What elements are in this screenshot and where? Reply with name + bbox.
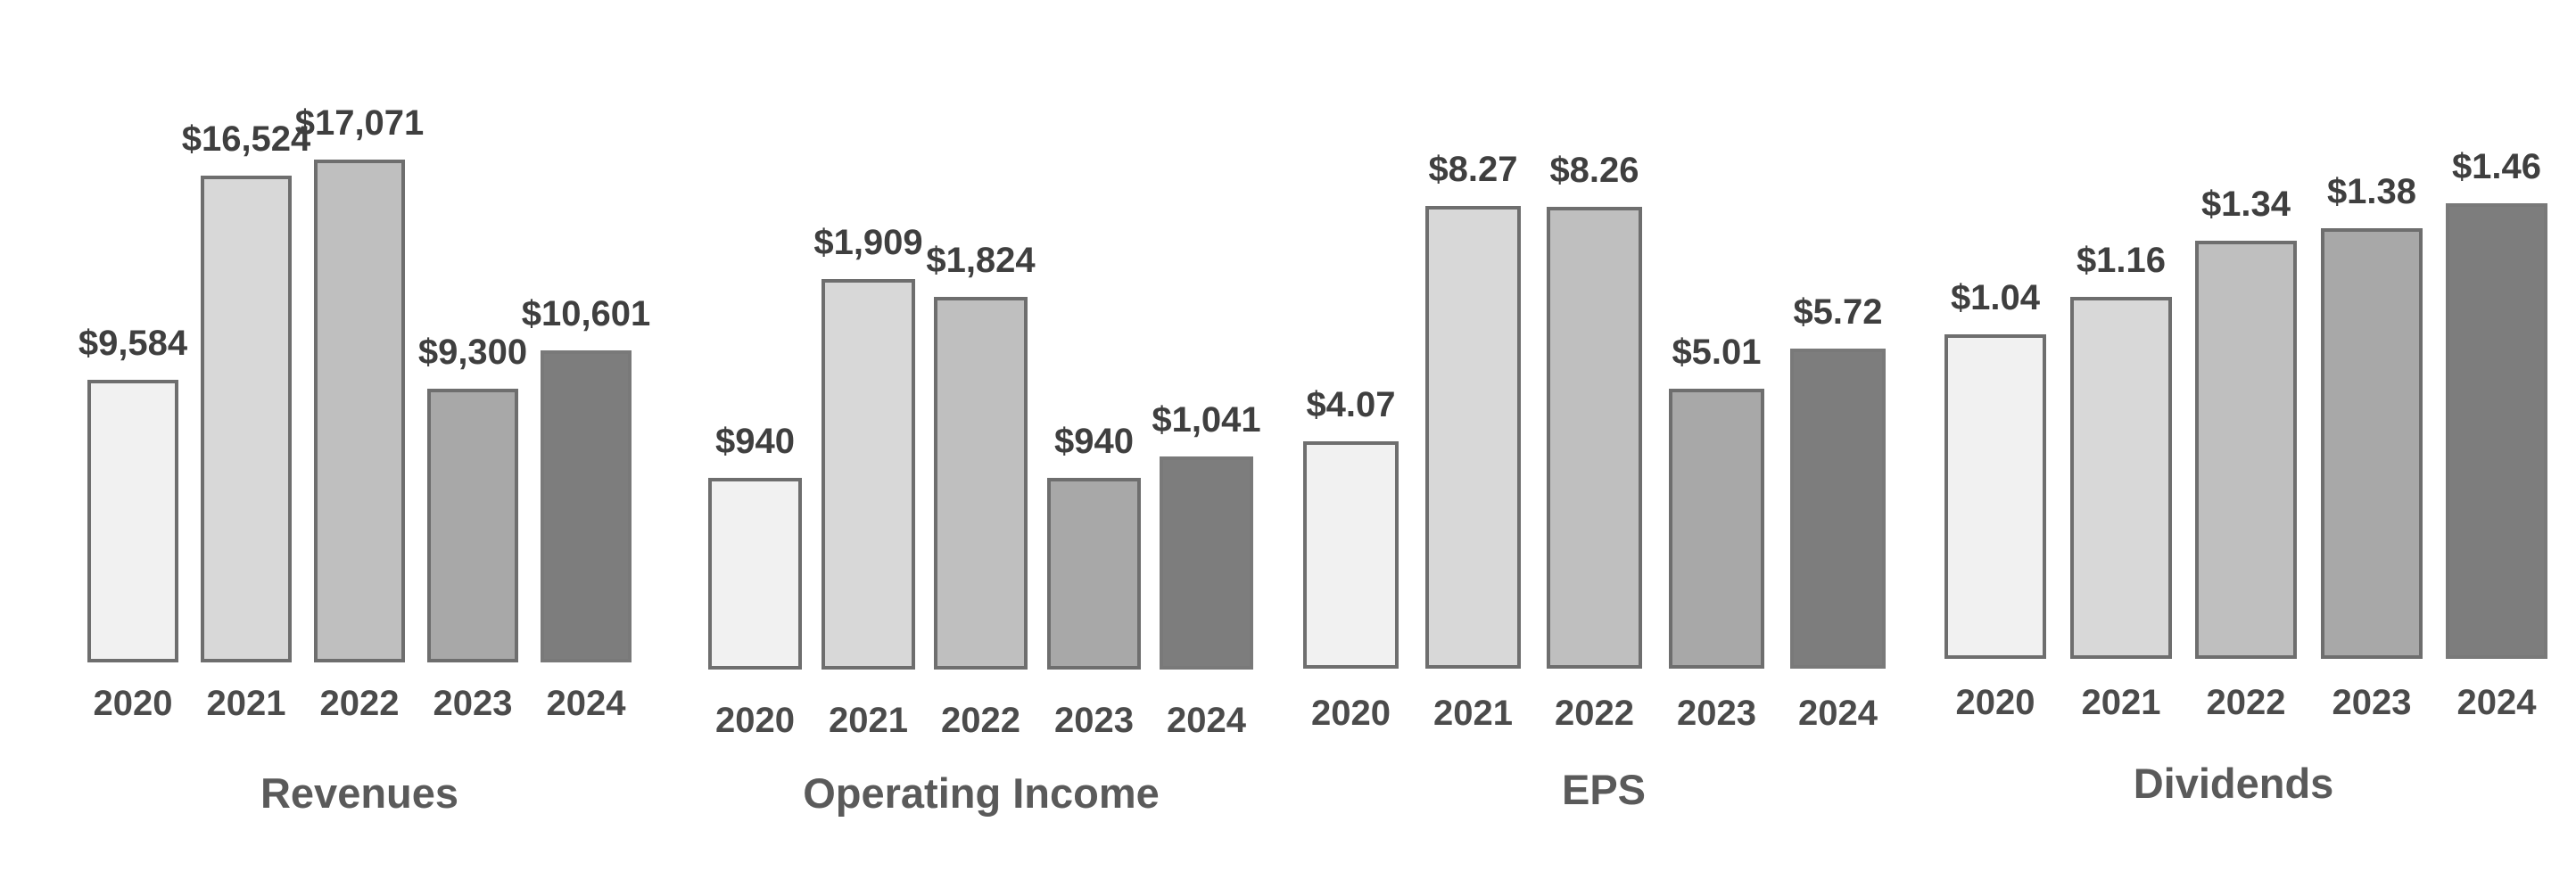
value-label-2023: $1.38 [2326,172,2417,211]
year-label-2023: 2023 [433,684,513,723]
chart-title-operating-income: Operating Income [803,769,1160,817]
chart-title-dividends: Dividends [2133,760,2334,807]
bar-2022 [1547,207,1642,669]
value-label-2024: $1.46 [2451,147,2542,186]
bar-2024 [1790,349,1886,669]
bar-2023 [2321,228,2423,659]
year-label-2024: 2024 [2456,683,2537,722]
value-label-2021: $16,524 [181,119,311,159]
year-label-2024: 2024 [1167,701,1246,740]
year-label-2023: 2023 [2332,683,2412,722]
value-label-2021: $1,909 [813,223,923,262]
year-label-2021: 2021 [829,701,908,740]
bar-2023 [1669,389,1764,669]
bar-2023 [1047,478,1141,670]
year-label-2024: 2024 [546,684,626,723]
year-label-2021: 2021 [206,684,286,723]
bar-2022 [314,160,405,662]
chart-title-revenues: Revenues [260,769,459,817]
bar-2024 [1160,456,1253,670]
bar-2020 [1944,334,2046,659]
value-label-2024: $1,041 [1152,400,1261,440]
year-label-2022: 2022 [941,701,1020,740]
bar-2020 [708,478,802,670]
year-label-2022: 2022 [1555,694,1634,733]
year-label-2021: 2021 [1433,694,1513,733]
value-label-2024: $10,601 [521,294,651,333]
value-label-2020: $9,584 [78,324,188,363]
year-label-2020: 2020 [715,701,795,740]
bar-2021 [201,176,292,662]
value-label-2020: $940 [715,422,795,461]
year-label-2020: 2020 [1311,694,1391,733]
bar-2021 [2070,297,2172,659]
bar-2024 [541,350,632,662]
year-label-2023: 2023 [1054,701,1134,740]
year-label-2022: 2022 [319,684,400,723]
value-label-2021: $8.27 [1428,150,1518,189]
year-label-2023: 2023 [1677,694,1756,733]
value-label-2020: $1.04 [1950,278,2041,317]
value-label-2022: $8.26 [1549,151,1639,190]
bar-2020 [87,380,178,662]
year-label-2021: 2021 [2081,683,2161,722]
bar-2022 [934,297,1028,670]
year-label-2022: 2022 [2206,683,2286,722]
value-label-2021: $1.16 [2076,241,2167,280]
value-label-2023: $940 [1054,422,1134,461]
value-label-2020: $4.07 [1306,385,1396,424]
value-label-2022: $17,071 [294,103,425,143]
value-label-2022: $1.34 [2200,185,2291,224]
year-label-2024: 2024 [1798,694,1878,733]
bar-2022 [2195,241,2297,659]
year-label-2020: 2020 [1955,683,2035,722]
bar-2020 [1303,441,1399,669]
value-label-2023: $5.01 [1672,333,1762,372]
year-label-2020: 2020 [93,684,173,723]
bar-2021 [1425,206,1521,669]
bar-2021 [822,279,915,670]
bar-2023 [427,389,518,662]
bar-2024 [2446,203,2547,659]
value-label-2022: $1,824 [926,241,1036,280]
value-label-2023: $9,300 [417,333,528,372]
chart-title-eps: EPS [1561,766,1647,813]
value-label-2024: $5.72 [1793,292,1883,332]
